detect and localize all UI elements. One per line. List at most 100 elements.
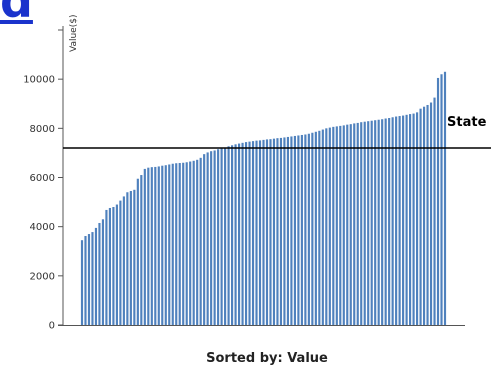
bar <box>206 152 209 325</box>
bar <box>419 108 422 325</box>
bar <box>80 240 84 325</box>
bar <box>171 163 174 325</box>
bar <box>105 209 108 325</box>
bar <box>178 163 181 325</box>
bars-group <box>80 71 447 326</box>
bar <box>150 167 153 325</box>
bar <box>161 165 164 325</box>
bar <box>443 71 447 325</box>
bar <box>241 142 244 325</box>
bar <box>415 112 419 325</box>
bar <box>258 140 262 325</box>
bar <box>244 142 248 325</box>
bar <box>115 204 118 325</box>
bar <box>189 161 192 325</box>
bar <box>286 136 290 325</box>
bar <box>91 232 94 325</box>
bar <box>367 121 370 325</box>
y-tick-label: 6000 <box>30 173 55 184</box>
bar <box>388 118 391 325</box>
bar <box>321 129 324 325</box>
bar <box>164 165 167 325</box>
reference-group: State <box>63 115 491 149</box>
bar <box>374 120 377 325</box>
bar <box>248 141 251 325</box>
bar <box>210 151 213 325</box>
bar <box>112 207 115 325</box>
bar <box>94 227 98 325</box>
bar <box>251 141 255 325</box>
x-axis-label: Sorted by: Value <box>206 351 328 366</box>
bar <box>119 200 122 325</box>
bar <box>192 160 195 325</box>
bar <box>398 116 401 325</box>
y-tick-label: 4000 <box>30 222 55 233</box>
bar <box>342 125 345 325</box>
bar <box>108 207 111 325</box>
y-tick-label: 10000 <box>23 75 55 86</box>
bar <box>346 124 349 326</box>
bar <box>297 135 300 325</box>
bar <box>412 113 415 325</box>
y-tick-label: 2000 <box>30 271 55 282</box>
bar <box>129 191 132 325</box>
bar <box>154 166 157 325</box>
bar <box>311 132 314 325</box>
bar <box>265 139 269 325</box>
bar <box>349 124 352 326</box>
bar <box>360 122 363 325</box>
bar <box>185 162 188 325</box>
bar <box>279 137 283 325</box>
bar <box>300 134 303 325</box>
bar <box>87 234 91 325</box>
bar <box>402 115 405 325</box>
bar <box>220 148 223 325</box>
bar <box>283 137 286 325</box>
bar <box>175 163 178 325</box>
bar <box>199 157 202 325</box>
bar <box>395 116 398 325</box>
bar <box>136 178 139 325</box>
bar <box>314 131 317 325</box>
state-reference-label: State <box>447 115 487 130</box>
bar <box>381 119 384 326</box>
bar <box>422 106 426 325</box>
bar <box>433 97 436 325</box>
bar <box>363 121 366 325</box>
axes-group: 0 2000 4000 6000 8000 10000 <box>23 26 465 332</box>
bar <box>143 168 146 325</box>
bar <box>196 159 199 325</box>
bar <box>335 126 338 326</box>
bar <box>126 192 129 325</box>
bar <box>290 136 293 325</box>
bar <box>339 125 342 326</box>
bar <box>122 196 125 325</box>
bar <box>332 126 335 325</box>
bar <box>370 120 373 326</box>
bar <box>101 219 105 325</box>
bar <box>84 236 87 325</box>
bar <box>231 145 234 325</box>
y-axis-label: Value($) <box>69 15 79 52</box>
bar <box>269 139 272 325</box>
bar <box>272 138 276 325</box>
bar <box>262 139 265 325</box>
bar <box>436 77 440 325</box>
bar <box>426 104 429 325</box>
bar <box>325 128 328 325</box>
y-tick-label: 8000 <box>30 124 55 135</box>
bar <box>353 123 356 325</box>
bar <box>213 150 216 325</box>
bar <box>255 140 258 326</box>
page-link[interactable]: d <box>0 0 33 28</box>
bar <box>409 114 412 325</box>
y-tick-label: 0 <box>49 321 55 332</box>
bar <box>140 175 143 325</box>
bar <box>304 134 307 325</box>
bar <box>276 138 279 325</box>
bar <box>440 74 443 325</box>
bar <box>182 162 185 325</box>
bar <box>227 146 230 325</box>
bar <box>293 135 296 325</box>
bar <box>224 147 227 325</box>
